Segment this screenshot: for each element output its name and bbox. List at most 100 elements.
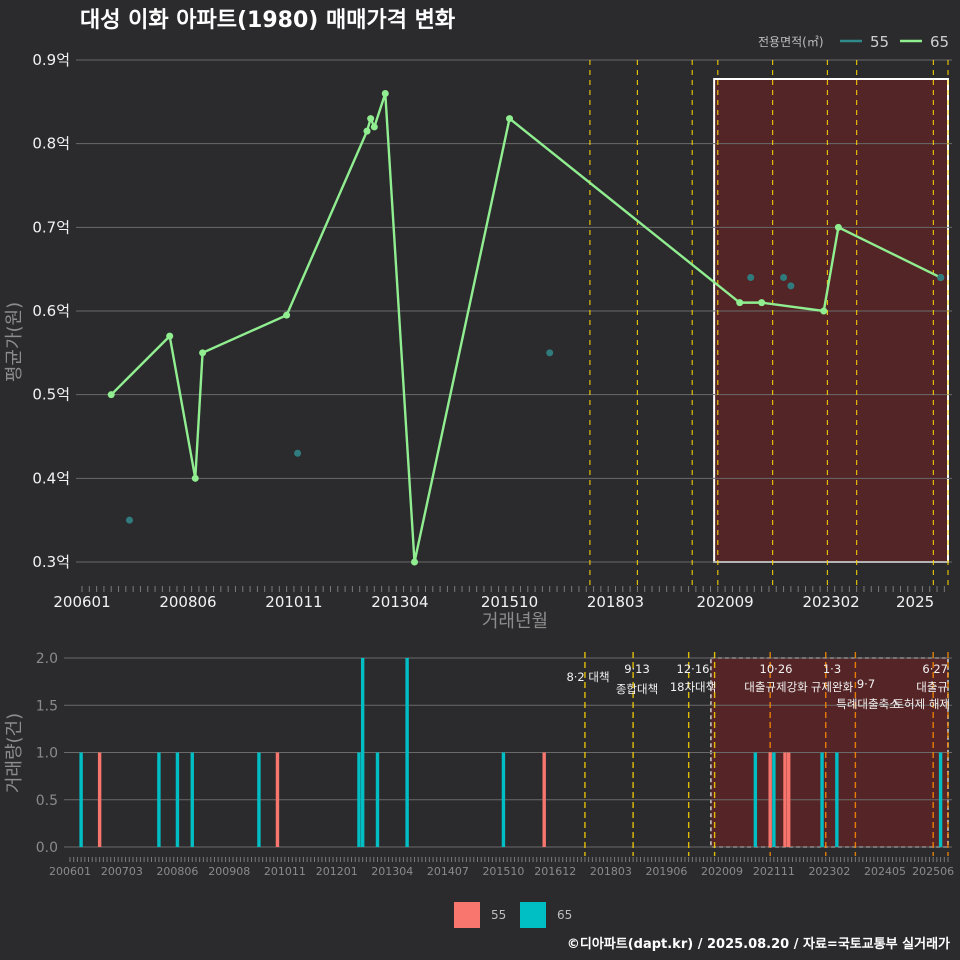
volume-event-date: 12·16 [677,662,710,676]
chart-title: 대성 이화 아파트(1980) 매매가격 변화 [80,8,455,33]
volume-x-tick-label: 202506 [912,865,954,878]
volume-x-tick-label: 200703 [101,865,143,878]
volume-x-tick-label: 201612 [534,865,576,878]
series-65-point [191,474,199,482]
volume-y-tick-label: 0.0 [36,840,58,856]
legend-label-55: 55 [870,33,889,51]
volume-event-date: 9·7 [857,677,875,691]
series-55-point [937,274,945,282]
series-55-point [787,282,795,290]
volume-bar-65 [753,752,758,847]
volume-bar-55 [768,752,772,847]
volume-bar-65 [772,752,776,847]
price-y-tick-label: 0.6억 [32,302,70,320]
volume-x-tick-label: 201201 [316,865,358,878]
price-y-tick-label: 0.7억 [32,218,70,236]
volume-x-tick-label: 200601 [49,865,91,878]
price-x-axis-label: 거래년월 [482,611,548,632]
price-x-tick-label: 202302 [802,593,859,611]
price-y-axis-label: 평균가(원) [4,302,25,382]
volume-panel: 0.0 0.5 1.0 1.5 2.0 8·2 대책 9·13 종합대책 12·16 18차대책 1… [36,651,954,878]
volume-x-tick-label: 201407 [427,865,469,878]
volume-event-title: 8·2 대책 [566,670,609,684]
series-55-point [546,349,554,357]
volume-x-tick-label: 201803 [590,865,632,878]
series-55-point [780,274,788,282]
legend-swatch-55 [454,902,480,928]
series-65-point [199,349,207,357]
volume-event-title: 특례대출축소 [836,697,899,711]
volume-bar-65 [501,752,506,847]
volume-x-tick-label: 201304 [371,865,413,878]
volume-event-title: 대출규제강화 [744,680,808,694]
price-x-tick-label: 201011 [265,593,322,611]
series-65-line [110,93,942,563]
series-65-point [820,307,828,315]
price-y-tick-label: 0.8억 [32,135,70,153]
price-x-tick-label: 201304 [371,593,428,611]
series-65-point [367,115,375,123]
volume-x-tick-label: 201011 [264,865,306,878]
volume-x-tick-label: 202302 [808,865,850,878]
volume-bar-65 [835,752,839,847]
volume-x-tick-label: 201510 [482,865,524,878]
volume-bar-55 [97,752,102,847]
series-65-point [283,311,291,319]
series-65-point [736,299,744,307]
volume-event-title: 대출규 [916,680,948,694]
volume-bar-65 [938,752,943,847]
price-y-tick-label: 0.4억 [32,469,70,487]
price-highlight-range [713,78,949,563]
volume-bar-65 [375,752,380,847]
price-x-tick-label: 202009 [696,593,753,611]
volume-event-title: 규제완화 [811,680,854,694]
price-x-tick-label: 200601 [53,593,110,611]
legend-label-bottom-65: 65 [557,908,572,922]
series-55-point [126,516,134,524]
price-y-tick-label: 0.5억 [32,386,70,404]
volume-event-title: 종합대책 [616,682,658,696]
series-65-point [381,89,389,97]
legend-swatch-65 [520,902,546,928]
top-legend: 전용면적(㎡) 55 65 [758,33,949,51]
volume-bar-65 [360,658,365,847]
volume-bar-55 [275,752,280,847]
legend-label-bottom-55: 55 [491,908,506,922]
series-55-point [294,449,302,457]
series-65-point [166,332,174,340]
volume-event-date: 6·27 [922,662,948,676]
volume-event-date: 9·13 [624,662,650,676]
series-65-point [834,223,842,231]
volume-bar-65 [79,752,83,847]
volume-event-date: 10·26 [760,662,793,676]
bottom-legend: 55 65 [454,902,572,928]
volume-event-title: 토허제 해제 [893,697,950,711]
series-65-point [363,127,371,135]
series-55-point [747,274,755,282]
volume-bar-55 [542,752,546,847]
volume-bar-65 [820,752,824,847]
price-x-tick-label: 200806 [159,593,216,611]
price-y-tick-label: 0.9억 [32,51,70,69]
volume-bar-65 [190,752,194,847]
volume-bar-55 [787,752,791,847]
source-caption: ©디아파트(dapt.kr) / 2025.08.20 / 자료=국토교통부 실… [567,936,950,952]
volume-x-tick-label: 202405 [864,865,906,878]
volume-x-tick-label: 200806 [156,865,198,878]
volume-x-tick-label: 202111 [753,865,795,878]
volume-x-tick-label: 202009 [701,865,743,878]
volume-y-tick-label: 1.5 [36,698,58,714]
price-x-tick-label: 201510 [481,593,538,611]
legend-label-65: 65 [930,33,949,51]
series-65-point [107,391,115,399]
volume-bar-65 [157,752,161,847]
price-x-tick-label: 2025 [896,593,934,611]
series-65-point [370,123,378,131]
legend-title: 전용면적(㎡) [758,35,824,49]
price-x-tick-label: 201803 [587,593,644,611]
volume-y-axis-label: 거래량(건) [4,713,25,793]
series-65-point [506,115,514,123]
volume-y-tick-label: 2.0 [36,651,58,667]
volume-x-tick-label: 201906 [645,865,687,878]
